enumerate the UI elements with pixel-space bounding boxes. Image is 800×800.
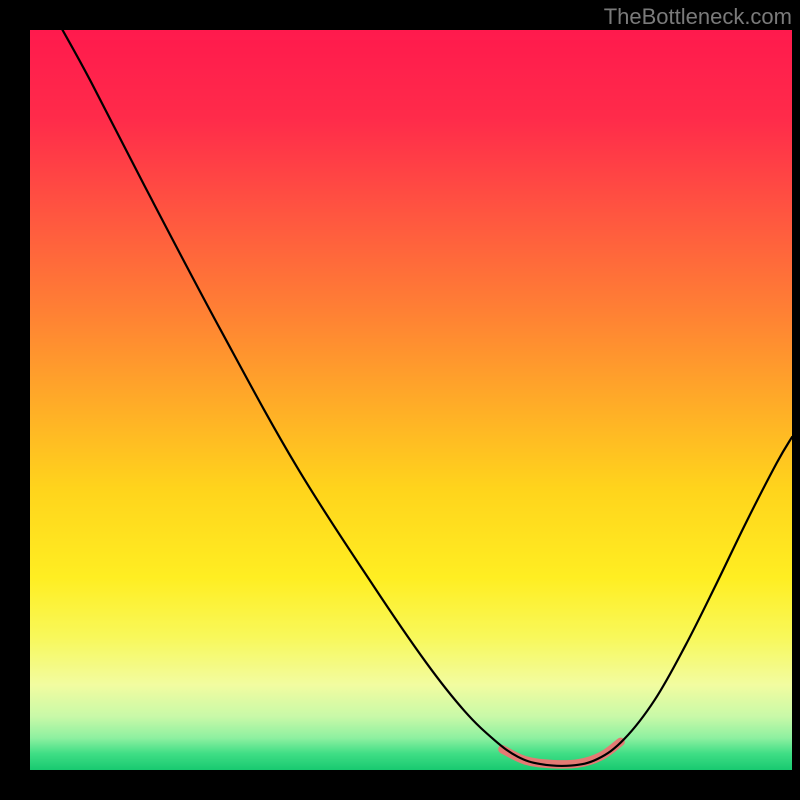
watermark-text: TheBottleneck.com [604,4,792,30]
chart-frame: TheBottleneck.com [0,0,800,800]
plot-canvas [30,30,792,770]
plot-area [30,30,792,770]
